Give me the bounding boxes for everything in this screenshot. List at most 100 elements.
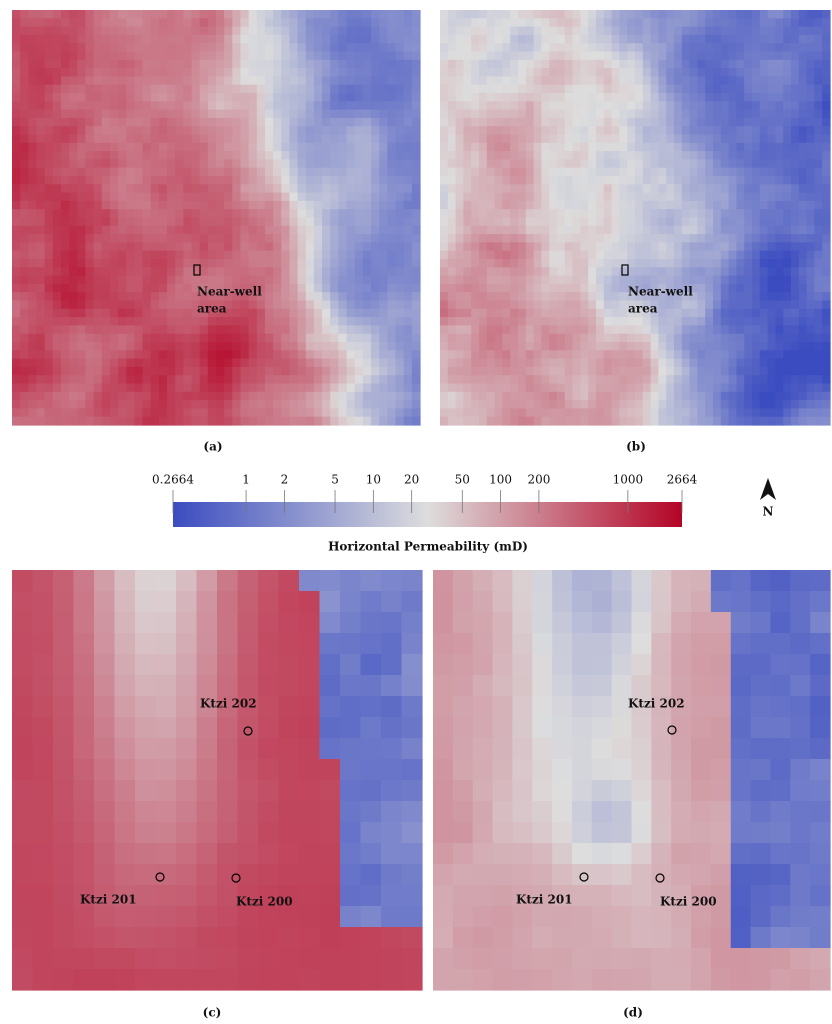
map-cell [159,209,168,218]
map-cell [721,309,729,318]
map-cell [807,76,815,85]
map-cell [526,334,534,343]
map-cell [814,176,822,185]
map-cell [736,375,744,384]
map-cell [363,27,372,36]
map-cell [565,209,573,218]
map-cell [643,135,651,144]
map-cell [534,301,542,310]
map-cell [412,234,421,243]
map-cell [440,400,448,409]
map-cell [666,101,674,110]
map-cell [690,143,698,152]
map-cell [281,375,290,384]
map-cell [518,242,526,251]
map-cell [534,218,542,227]
map-cell [729,292,737,301]
map-cell [126,60,135,69]
map-cell [596,334,604,343]
map-cell [265,242,274,251]
map-cell [379,384,388,393]
map-cell [580,101,588,110]
map-cell [77,176,86,185]
map-cell [744,234,752,243]
map-cell [643,317,651,326]
map-cell [565,400,573,409]
map-cell [635,342,643,351]
map-cell [588,85,596,94]
map-cell [565,334,573,343]
map-cell [534,242,542,251]
map-cell [20,18,29,27]
map-cell [347,168,356,177]
map-cell [306,325,315,334]
map-cell [526,309,534,318]
map-cell [822,309,830,318]
map-cell [249,118,258,127]
map-cell [85,242,94,251]
map-cell [775,284,783,293]
map-cell [697,334,705,343]
map-cell [573,309,581,318]
map-cell [463,201,471,210]
map-cell [565,392,573,401]
map-cell [387,242,396,251]
map-cell [61,384,70,393]
map-cell [604,334,612,343]
map-cell [690,408,698,417]
map-cell [814,168,822,177]
map-cell [159,259,168,268]
map-cell [510,226,518,235]
map-cell [126,159,135,168]
map-cell [736,201,744,210]
map-cell [479,267,487,276]
map-cell [167,76,176,85]
map-cell [549,367,557,376]
map-cell [110,251,119,260]
map-cell [338,359,347,368]
map-cell [387,384,396,393]
map-cell [94,301,103,310]
map-cell [257,35,266,44]
map-cell [799,375,807,384]
map-cell [565,110,573,119]
map-cell [102,218,111,227]
map-cell [298,43,307,52]
map-cell [463,417,471,426]
map-cell [448,234,456,243]
map-cell [651,325,659,334]
map-cell [216,334,225,343]
map-cell [666,276,674,285]
map-cell [534,292,542,301]
map-cell [612,184,620,193]
map-cell [666,384,674,393]
map-cell [807,35,815,44]
map-cell [666,408,674,417]
map-cell [799,276,807,285]
map-cell [28,334,37,343]
map-cell [456,218,464,227]
map-cell [487,118,495,127]
map-cell [557,168,565,177]
map-cell [534,317,542,326]
map-cell [151,392,160,401]
map-cell [596,218,604,227]
map-cell [768,367,776,376]
map-cell [240,400,249,409]
map-cell [705,43,713,52]
map-cell [102,135,111,144]
map-cell [783,251,791,260]
map-cell [298,52,307,61]
map-cell [744,43,752,52]
map-cell [143,259,152,268]
map-cell [534,350,542,359]
map-cell [448,135,456,144]
map-cell [273,325,282,334]
map-cell [347,276,356,285]
map-cell [557,93,565,102]
map-cell [134,52,143,61]
map-cell [200,417,209,426]
map-cell [549,218,557,227]
map-cell [330,392,339,401]
map-cell [159,242,168,251]
